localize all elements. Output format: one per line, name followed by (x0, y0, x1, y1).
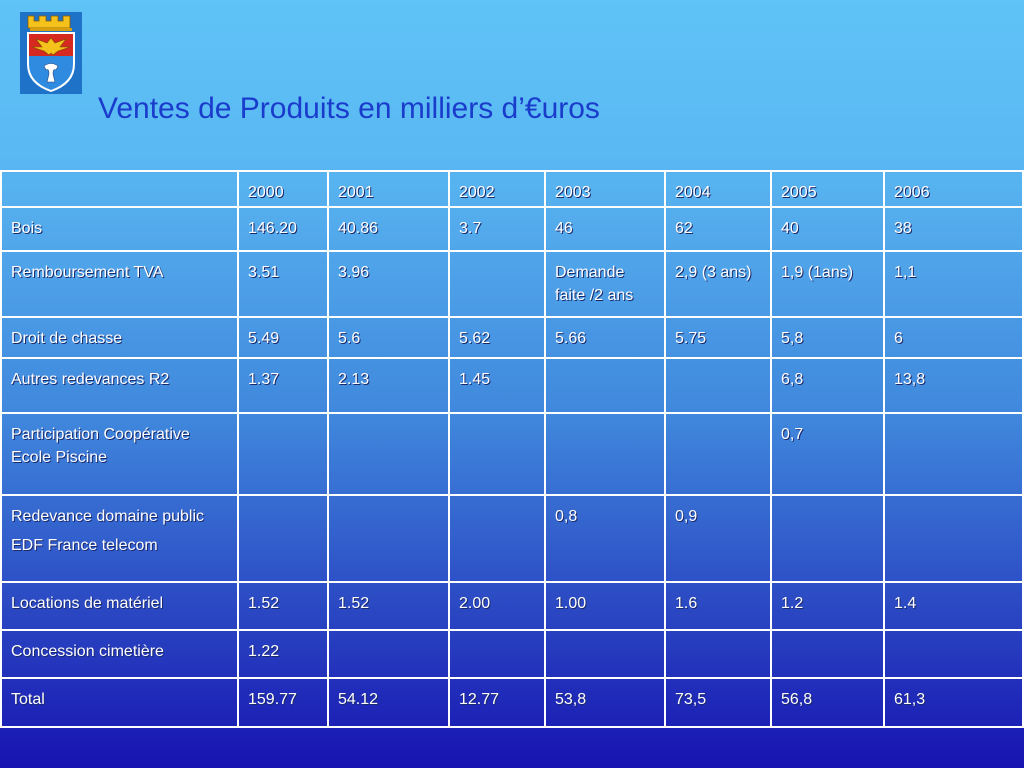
table-cell (544, 357, 666, 414)
table-cell: 1.22 (237, 629, 329, 679)
table-cell: 2,9 (3 ans) (664, 250, 772, 318)
table-cell: 2.13 (327, 357, 450, 414)
row-label-line: Redevance domaine public (11, 508, 205, 525)
table-row: Participation Coopérative Ecole Piscine … (0, 412, 1024, 496)
header-cell-year: 2003 (544, 170, 666, 208)
table-cell (327, 494, 450, 583)
table-cell: 0,8 (544, 494, 666, 583)
table-cell: 61,3 (883, 677, 1024, 728)
table-cell: 146.20 (237, 206, 329, 252)
row-label: Remboursement TVA (0, 250, 239, 318)
table-cell: 1.45 (448, 357, 546, 414)
table-row-total: Total 159.77 54.12 12.77 53,8 73,5 56,8 … (0, 677, 1024, 728)
row-label: Participation Coopérative Ecole Piscine (0, 412, 239, 496)
table-cell (448, 250, 546, 318)
table-cell: 6 (883, 316, 1024, 359)
table-cell (883, 412, 1024, 496)
table-cell: 3.51 (237, 250, 329, 318)
table-cell (448, 629, 546, 679)
table-row: Remboursement TVA 3.51 3.96 Demande fait… (0, 250, 1024, 318)
page-title: Ventes de Produits en milliers d’€uros (98, 92, 600, 125)
row-label: Autres redevances R2 (0, 357, 239, 414)
table-cell: 0,9 (664, 494, 772, 583)
table-cell: 1.52 (327, 581, 450, 631)
table-cell: 5.49 (237, 316, 329, 359)
table-cell (448, 494, 546, 583)
table-cell: 5.75 (664, 316, 772, 359)
table-row: Concession cimetière 1.22 (0, 629, 1024, 679)
table-cell (664, 357, 772, 414)
table-cell (237, 494, 329, 583)
table-cell: 1,9 (1ans) (770, 250, 885, 318)
table-cell: 1.52 (237, 581, 329, 631)
row-label: Concession cimetière (0, 629, 239, 679)
sales-table: 2000 2001 2002 2003 2004 2005 2006 Bois … (0, 170, 1024, 728)
table-cell: 1.4 (883, 581, 1024, 631)
table-cell: 12.77 (448, 677, 546, 728)
table-cell: 40 (770, 206, 885, 252)
table-cell (770, 494, 885, 583)
header-cell-year: 2006 (883, 170, 1024, 208)
row-label: Total (0, 677, 239, 728)
table-header-row: 2000 2001 2002 2003 2004 2005 2006 (0, 170, 1024, 208)
table-cell: 2.00 (448, 581, 546, 631)
table-cell: 1.6 (664, 581, 772, 631)
table-cell: 13,8 (883, 357, 1024, 414)
table-cell: 5,8 (770, 316, 885, 359)
row-label: Droit de chasse (0, 316, 239, 359)
header-cell-year: 2005 (770, 170, 885, 208)
table-cell (327, 629, 450, 679)
sales-table-container: 2000 2001 2002 2003 2004 2005 2006 Bois … (0, 170, 1024, 728)
table-cell: 1,1 (883, 250, 1024, 318)
table-cell: 1.00 (544, 581, 666, 631)
table-cell (544, 412, 666, 496)
table-cell: 62 (664, 206, 772, 252)
table-cell (544, 629, 666, 679)
table-cell (664, 412, 772, 496)
table-cell: Demande faite /2 ans (544, 250, 666, 318)
table-cell: 159.77 (237, 677, 329, 728)
row-label: Locations de matériel (0, 581, 239, 631)
table-cell (327, 412, 450, 496)
table-cell: 5.6 (327, 316, 450, 359)
table-cell: 3.7 (448, 206, 546, 252)
header-cell (0, 170, 239, 208)
table-cell: 6,8 (770, 357, 885, 414)
table-cell: 56,8 (770, 677, 885, 728)
table-cell (664, 629, 772, 679)
table-row: Locations de matériel 1.52 1.52 2.00 1.0… (0, 581, 1024, 631)
table-cell: 1.37 (237, 357, 329, 414)
table-row: Redevance domaine public EDF France tele… (0, 494, 1024, 583)
table-cell: 54.12 (327, 677, 450, 728)
table-cell: 5.66 (544, 316, 666, 359)
row-label-line: EDF France telecom (11, 537, 158, 554)
row-label: Bois (0, 206, 239, 252)
header-cell-year: 2001 (327, 170, 450, 208)
table-cell (770, 629, 885, 679)
table-cell: 5.62 (448, 316, 546, 359)
table-cell: 3.96 (327, 250, 450, 318)
table-row: Bois 146.20 40.86 3.7 46 62 40 38 (0, 206, 1024, 252)
table-cell (883, 629, 1024, 679)
table-cell: 73,5 (664, 677, 772, 728)
coat-of-arms-icon (20, 12, 82, 94)
table-cell: 0,7 (770, 412, 885, 496)
row-label: Redevance domaine public EDF France tele… (0, 494, 239, 583)
table-cell: 53,8 (544, 677, 666, 728)
header-cell-year: 2004 (664, 170, 772, 208)
table-cell: 40.86 (327, 206, 450, 252)
table-cell: 1.2 (770, 581, 885, 631)
header-cell-year: 2000 (237, 170, 329, 208)
table-cell (883, 494, 1024, 583)
header-cell-year: 2002 (448, 170, 546, 208)
table-row: Autres redevances R2 1.37 2.13 1.45 6,8 … (0, 357, 1024, 414)
table-cell: 46 (544, 206, 666, 252)
table-cell (448, 412, 546, 496)
table-cell: 38 (883, 206, 1024, 252)
table-cell (237, 412, 329, 496)
table-row: Droit de chasse 5.49 5.6 5.62 5.66 5.75 … (0, 316, 1024, 359)
